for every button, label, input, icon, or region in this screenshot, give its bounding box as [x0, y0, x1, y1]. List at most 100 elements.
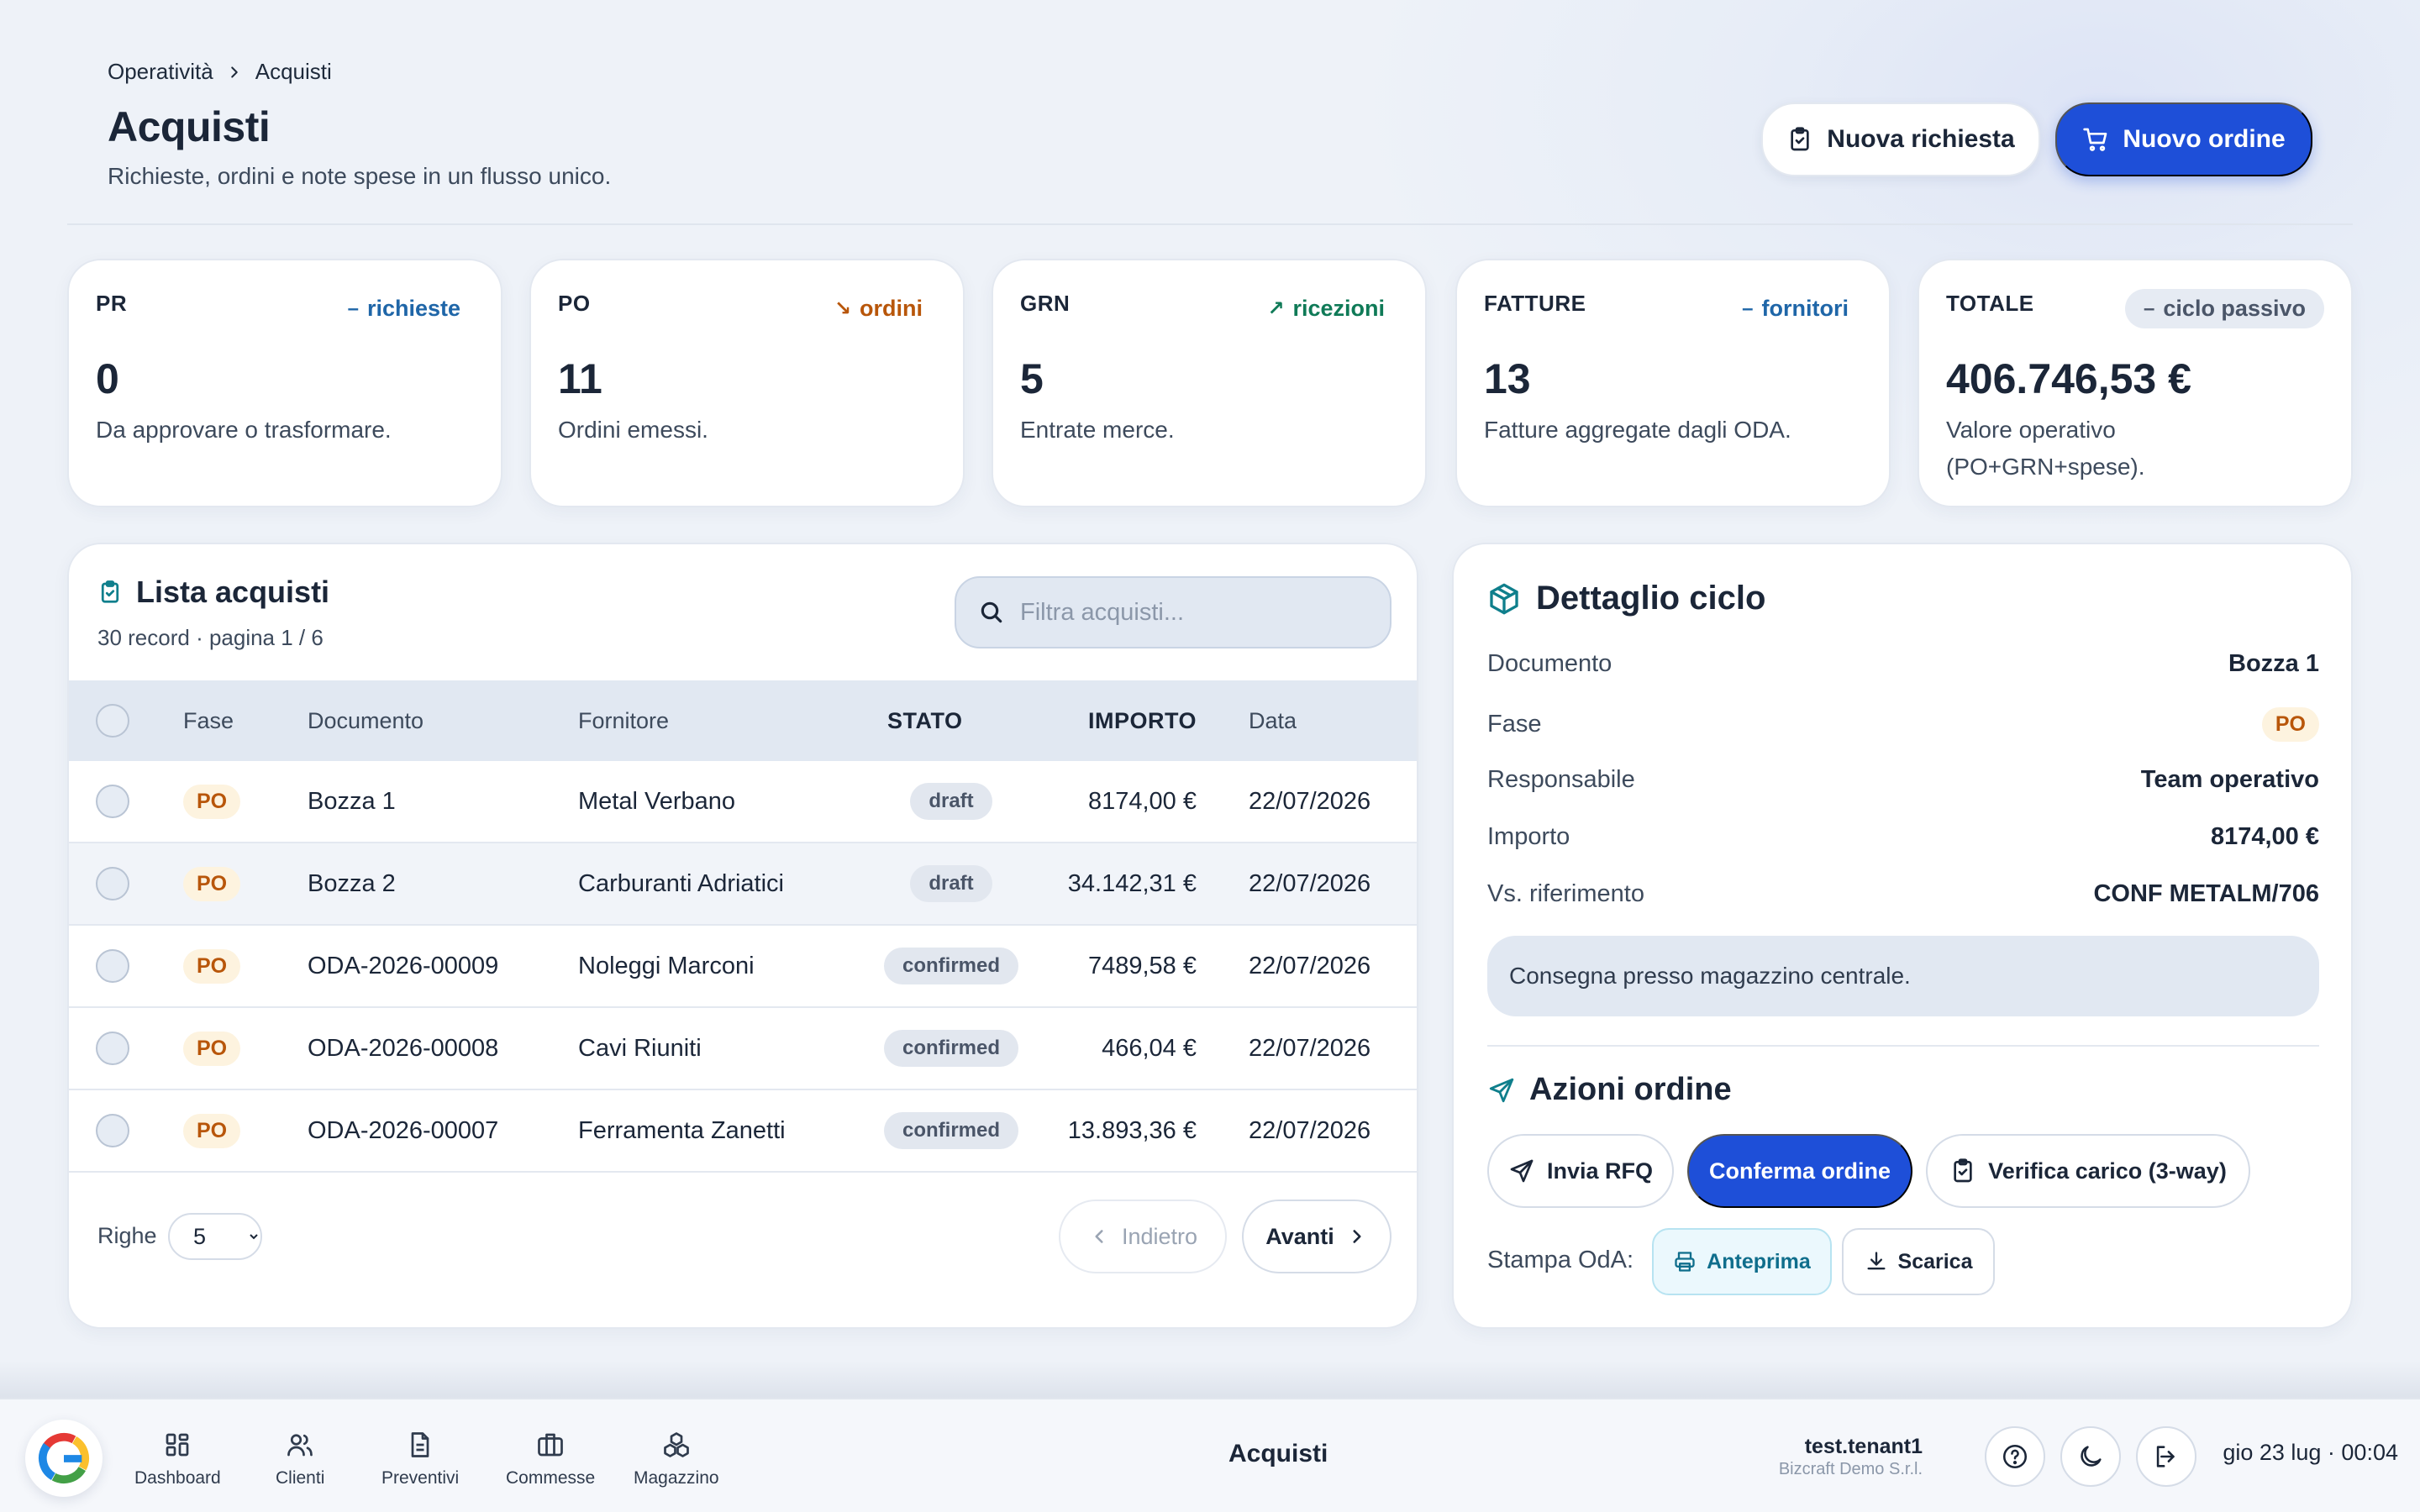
status-badge: confirmed — [883, 948, 1018, 984]
breadcrumb-item-operativita[interactable]: Operatività — [108, 59, 213, 84]
column-document[interactable]: Documento — [308, 707, 424, 733]
help-button[interactable] — [1985, 1426, 2045, 1487]
column-amount[interactable]: IMPORTO — [1087, 707, 1197, 733]
detail-field-reference: Vs. riferimento CONF METALM/706 — [1487, 880, 2319, 908]
status-badge: confirmed — [883, 1030, 1018, 1067]
print-preview-button[interactable]: Anteprima — [1652, 1228, 1832, 1295]
detail-title: Dettaglio ciclo — [1487, 580, 1765, 617]
kpi-description: Valore operativo (PO+GRN+spese). — [1946, 417, 2145, 480]
column-supplier[interactable]: Fornitore — [578, 707, 670, 733]
column-phase[interactable]: Fase — [183, 707, 234, 733]
arrow-up-right-icon: ↗ — [1267, 297, 1285, 320]
status-badge: draft — [910, 865, 992, 902]
table-row[interactable]: PO ODA-2026-00007 Ferramenta Zanetti con… — [69, 1090, 1417, 1173]
field-value: Bozza 1 — [2228, 650, 2319, 677]
dash-icon: – — [2144, 297, 2155, 320]
select-all-checkbox[interactable] — [96, 704, 129, 738]
order-note: Consegna presso magazzino centrale. — [1487, 936, 2319, 1016]
row-status-cell: draft — [867, 843, 1035, 924]
row-checkbox[interactable] — [96, 867, 129, 900]
send-icon — [1489, 1078, 1514, 1102]
field-key: Vs. riferimento — [1487, 880, 1644, 907]
row-checkbox-cell — [96, 1008, 129, 1089]
kpi-label: PR — [96, 291, 128, 316]
theme-toggle-button[interactable] — [2060, 1426, 2121, 1487]
next-page-button[interactable]: Avanti — [1242, 1200, 1392, 1273]
page-title: Acquisti — [108, 103, 271, 150]
clipboard-check-icon — [101, 580, 119, 603]
new-order-button[interactable]: Nuovo ordine — [2055, 102, 2312, 176]
kpi-tag: – richieste — [348, 296, 460, 322]
nav-warehouse[interactable]: Magazzino — [634, 1430, 719, 1488]
phase-badge: PO — [183, 1031, 241, 1066]
document-icon — [411, 1432, 429, 1457]
list-title: Lista acquisti — [97, 575, 329, 610]
row-date: 22/07/2026 — [1249, 787, 1371, 815]
row-phase-cell: PO — [183, 761, 241, 842]
app-logo-icon — [38, 1432, 90, 1484]
package-icon — [1490, 583, 1518, 614]
nav-clients[interactable]: Clienti — [276, 1430, 324, 1488]
app-logo[interactable] — [25, 1420, 103, 1497]
row-checkbox[interactable] — [96, 949, 129, 983]
detail-field-document: Documento Bozza 1 — [1487, 650, 2319, 678]
table-row[interactable]: PO Bozza 1 Metal Verbano draft 8174,00 €… — [69, 761, 1417, 843]
logout-button[interactable] — [2136, 1426, 2196, 1487]
column-date[interactable]: Data — [1249, 707, 1297, 733]
table-row[interactable]: PO ODA-2026-00008 Cavi Riuniti confirmed… — [69, 1008, 1417, 1090]
kpi-tag: ↗ ricezioni — [1267, 296, 1385, 322]
table-row[interactable]: PO ODA-2026-00009 Noleggi Marconi confir… — [69, 926, 1417, 1008]
select-all-checkbox-cell — [96, 680, 129, 761]
column-status[interactable]: STATO — [887, 707, 963, 733]
row-checkbox-cell — [96, 843, 129, 924]
table-row[interactable]: PO Bozza 2 Carburanti Adriatici draft 34… — [69, 843, 1417, 926]
download-label: Scarica — [1897, 1249, 1973, 1273]
detail-field-owner: Responsabile Team operativo — [1487, 766, 2319, 794]
chevron-left-icon — [1095, 1230, 1103, 1243]
kpi-tag-label: ricezioni — [1292, 296, 1385, 321]
nav-orders[interactable]: Commesse — [506, 1430, 595, 1488]
nav-warehouse-label: Magazzino — [634, 1468, 719, 1488]
row-checkbox[interactable] — [96, 1032, 129, 1065]
kpi-tag: – fornitori — [1742, 296, 1849, 322]
previous-page-button[interactable]: Indietro — [1059, 1200, 1227, 1273]
kpi-description: Ordini emessi. — [558, 417, 708, 443]
next-page-label: Avanti — [1265, 1223, 1334, 1249]
kpi-value: 5 — [1020, 355, 1044, 402]
print-label: Stampa OdA: — [1487, 1247, 1634, 1273]
download-icon — [1867, 1252, 1886, 1270]
row-phase-cell: PO — [183, 1090, 241, 1171]
briefcase-icon — [538, 1433, 563, 1457]
nav-quotes-label: Preventivi — [381, 1468, 460, 1488]
dash-icon: – — [347, 297, 359, 320]
row-checkbox[interactable] — [96, 1114, 129, 1147]
search-input[interactable] — [1020, 598, 1373, 627]
send-rfq-button[interactable]: Invia RFQ — [1487, 1134, 1674, 1208]
nav-dashboard[interactable]: Dashboard — [134, 1430, 221, 1488]
dash-icon: – — [1742, 297, 1754, 320]
verify-load-label: Verifica carico (3-way) — [1988, 1158, 2227, 1184]
row-supplier: Ferramenta Zanetti — [578, 1116, 786, 1144]
verify-load-button[interactable]: Verifica carico (3-way) — [1926, 1134, 2250, 1208]
phase-badge: PO — [183, 784, 241, 819]
row-supplier: Carburanti Adriatici — [578, 869, 784, 897]
row-phase-cell: PO — [183, 1008, 241, 1089]
kpi-description: Da approvare o trasformare. — [96, 417, 392, 443]
row-checkbox[interactable] — [96, 785, 129, 818]
download-button[interactable]: Scarica — [1842, 1228, 1995, 1295]
new-request-button[interactable]: Nuova richiesta — [1761, 102, 2040, 176]
row-phase-cell: PO — [183, 843, 241, 924]
page-subtitle: Richieste, ordini e note spese in un flu… — [108, 163, 612, 189]
confirm-order-button[interactable]: Conferma ordine — [1687, 1134, 1912, 1208]
send-icon — [1510, 1159, 1534, 1183]
logout-icon — [2156, 1446, 2175, 1467]
chevron-right-icon — [230, 66, 238, 78]
rows-per-page-select[interactable]: 5 — [168, 1213, 262, 1260]
field-value: Team operativo — [2140, 766, 2319, 793]
moon-icon — [2081, 1446, 2102, 1467]
search-box[interactable] — [955, 576, 1392, 648]
nav-quotes[interactable]: Preventivi — [381, 1430, 459, 1488]
kpi-card-grn: GRN ↗ ricezioni 5 Entrate merce. — [992, 259, 1427, 507]
row-checkbox-cell — [96, 761, 129, 842]
